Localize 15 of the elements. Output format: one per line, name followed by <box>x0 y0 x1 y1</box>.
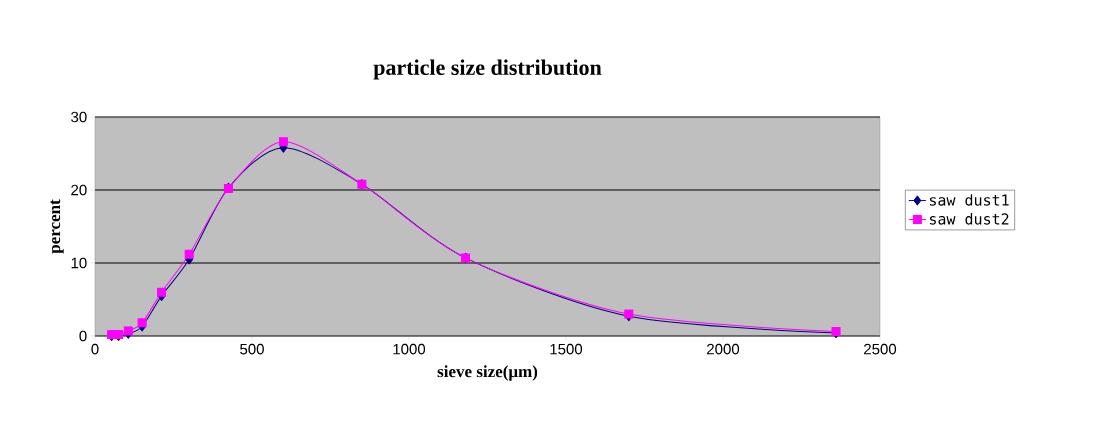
x-tick-label: 2500 <box>864 343 897 355</box>
x-tick-label: 2000 <box>707 343 740 355</box>
y-axis-title: percent <box>50 199 64 254</box>
y-tick-label: 30 <box>71 111 87 123</box>
x-tick-label: 1500 <box>550 343 583 355</box>
x-tick-label: 0 <box>91 343 99 355</box>
y-tick-label: 0 <box>79 330 87 342</box>
x-tick-label: 1000 <box>393 343 426 355</box>
legend-label: saw dust2 <box>929 213 1009 225</box>
legend-label: saw dust1 <box>929 194 1009 206</box>
y-tick-label: 20 <box>71 184 87 196</box>
y-tick-label: 10 <box>71 257 87 269</box>
x-axis-title: sieve size(μm) <box>437 365 538 381</box>
chart-title: particle size distribution <box>373 59 602 80</box>
x-tick-label: 500 <box>240 343 264 355</box>
